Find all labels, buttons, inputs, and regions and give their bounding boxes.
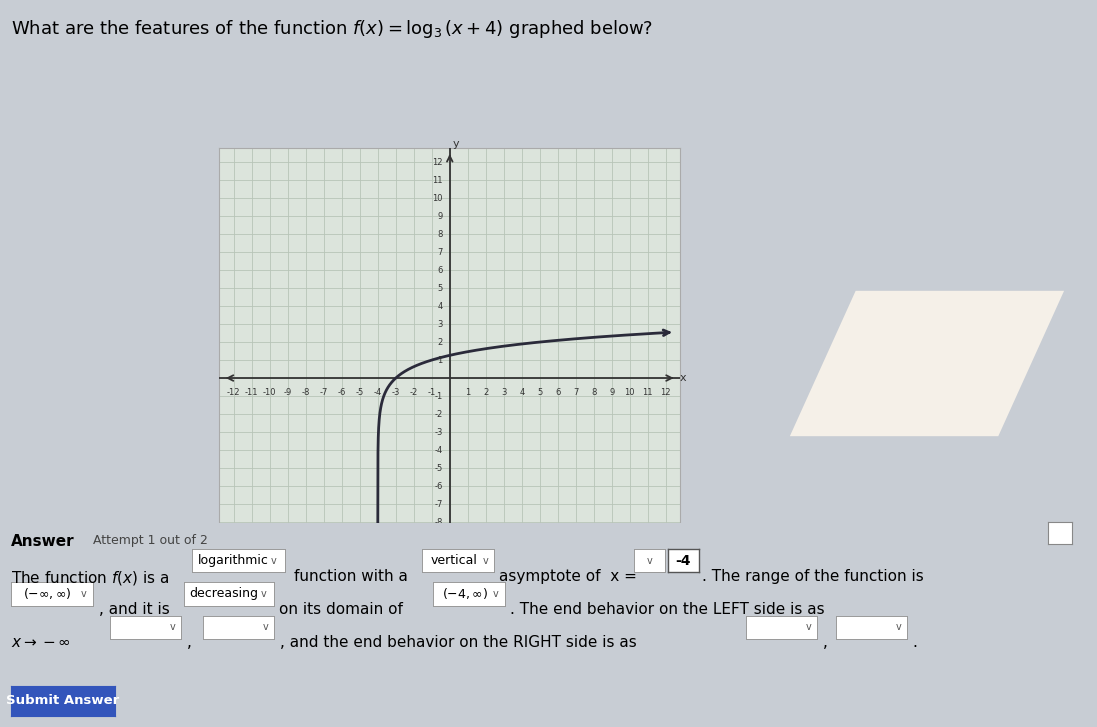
Text: -4: -4 bbox=[434, 446, 442, 454]
Text: v: v bbox=[494, 589, 499, 599]
Text: -9: -9 bbox=[434, 536, 442, 545]
Text: -5: -5 bbox=[355, 388, 364, 397]
Text: ,: , bbox=[186, 635, 191, 651]
Text: 3: 3 bbox=[438, 320, 442, 329]
Text: v: v bbox=[658, 555, 664, 566]
Text: v: v bbox=[896, 622, 902, 632]
Text: Attempt 1 out of 2: Attempt 1 out of 2 bbox=[93, 534, 208, 547]
Text: $(-4,\infty)$: $(-4,\infty)$ bbox=[442, 587, 488, 601]
Text: 4: 4 bbox=[438, 302, 442, 310]
Text: 9: 9 bbox=[438, 212, 442, 220]
Text: -3: -3 bbox=[434, 427, 442, 436]
Text: v: v bbox=[170, 622, 176, 632]
Text: 10: 10 bbox=[624, 388, 635, 397]
Text: .: . bbox=[913, 635, 917, 651]
Text: 8: 8 bbox=[591, 388, 597, 397]
Text: -6: -6 bbox=[338, 388, 346, 397]
Text: 6: 6 bbox=[438, 265, 442, 275]
Text: -9: -9 bbox=[284, 388, 292, 397]
Text: vertical: vertical bbox=[430, 554, 477, 567]
Text: -11: -11 bbox=[245, 388, 259, 397]
Text: -10: -10 bbox=[429, 553, 442, 563]
Text: -1: -1 bbox=[428, 388, 436, 397]
Text: 12: 12 bbox=[432, 158, 442, 166]
Text: , and the end behavior on the RIGHT side is as: , and the end behavior on the RIGHT side… bbox=[280, 635, 636, 651]
Text: -12: -12 bbox=[227, 388, 240, 397]
Text: function with a: function with a bbox=[294, 569, 408, 584]
Text: v: v bbox=[263, 622, 269, 632]
Text: y: y bbox=[452, 140, 460, 150]
Text: -7: -7 bbox=[434, 499, 442, 508]
Text: 1: 1 bbox=[465, 388, 471, 397]
Text: -12: -12 bbox=[429, 590, 442, 598]
Text: -6: -6 bbox=[434, 481, 442, 491]
Text: . The range of the function is: . The range of the function is bbox=[702, 569, 924, 584]
Text: -8: -8 bbox=[302, 388, 310, 397]
Text: -3: -3 bbox=[392, 388, 400, 397]
Text: 11: 11 bbox=[432, 175, 442, 185]
Text: -1: -1 bbox=[434, 392, 442, 401]
Text: v: v bbox=[483, 555, 488, 566]
Text: -10: -10 bbox=[263, 388, 276, 397]
Text: , and it is: , and it is bbox=[99, 602, 169, 617]
Text: -5: -5 bbox=[434, 464, 442, 473]
Text: v: v bbox=[271, 555, 276, 566]
Text: -4: -4 bbox=[676, 553, 691, 568]
Text: v: v bbox=[80, 589, 87, 599]
Text: The function $f(x)$ is a: The function $f(x)$ is a bbox=[11, 569, 169, 587]
Text: -4: -4 bbox=[374, 388, 382, 397]
Text: 6: 6 bbox=[555, 388, 561, 397]
Text: What are the features of the function $f(x) = \log_3(x+4)$ graphed below?: What are the features of the function $f… bbox=[11, 18, 653, 40]
Text: 7: 7 bbox=[438, 248, 442, 257]
Text: decreasing: decreasing bbox=[190, 587, 259, 601]
Text: $(-\infty,\infty)$: $(-\infty,\infty)$ bbox=[23, 587, 71, 601]
Text: 2: 2 bbox=[438, 337, 442, 347]
Text: 12: 12 bbox=[660, 388, 671, 397]
Text: 5: 5 bbox=[538, 388, 542, 397]
Text: 1: 1 bbox=[438, 356, 442, 364]
Text: v: v bbox=[806, 622, 812, 632]
Text: 11: 11 bbox=[643, 388, 653, 397]
Text: 9: 9 bbox=[609, 388, 614, 397]
Text: Answer: Answer bbox=[11, 534, 75, 550]
Text: . The end behavior on the LEFT side is as: . The end behavior on the LEFT side is a… bbox=[510, 602, 825, 617]
Text: -7: -7 bbox=[319, 388, 328, 397]
Text: logarithmic: logarithmic bbox=[197, 554, 269, 567]
Text: -2: -2 bbox=[434, 409, 442, 419]
Text: $x \to -\infty$: $x \to -\infty$ bbox=[11, 635, 71, 651]
Text: 5: 5 bbox=[438, 284, 442, 292]
Text: Submit Answer: Submit Answer bbox=[7, 694, 120, 707]
Text: ,: , bbox=[823, 635, 827, 651]
Text: 4: 4 bbox=[519, 388, 524, 397]
Text: x: x bbox=[679, 373, 686, 383]
Text: 3: 3 bbox=[501, 388, 507, 397]
Text: -11: -11 bbox=[429, 571, 442, 581]
Text: -2: -2 bbox=[409, 388, 418, 397]
Text: 10: 10 bbox=[432, 193, 442, 203]
Text: on its domain of: on its domain of bbox=[279, 602, 403, 617]
Text: 8: 8 bbox=[438, 230, 442, 238]
Text: -8: -8 bbox=[434, 518, 442, 526]
Text: v: v bbox=[646, 555, 653, 566]
Text: asymptote of  x =: asymptote of x = bbox=[499, 569, 637, 584]
Text: v: v bbox=[261, 589, 267, 599]
Text: 2: 2 bbox=[483, 388, 488, 397]
Text: 7: 7 bbox=[573, 388, 578, 397]
